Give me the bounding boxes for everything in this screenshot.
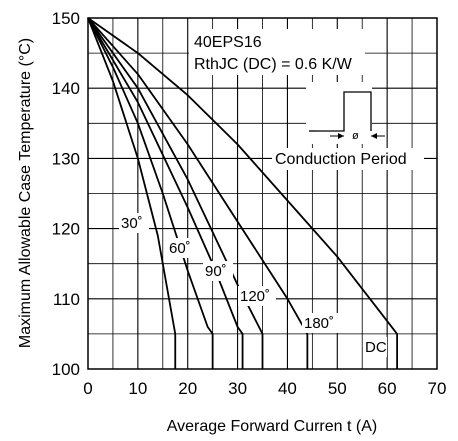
curve-label-background xyxy=(119,213,149,233)
x-tick-label: 20 xyxy=(178,379,197,398)
x-tick-label: 10 xyxy=(128,379,147,398)
y-axis-label: Maximum Allowable Case Temperature (°C) xyxy=(17,38,34,348)
curve-180 xyxy=(87,17,309,369)
curve-label: 60˚ xyxy=(169,240,191,257)
y-tick-label: 130 xyxy=(52,149,80,168)
waveform-pulse xyxy=(318,91,372,132)
x-axis-label: Average Forward Curren t (A) xyxy=(167,418,377,435)
x-tick-label: 40 xyxy=(278,379,297,398)
curve-label-background xyxy=(167,238,197,258)
curve-dc xyxy=(87,17,399,369)
x-tick-label: 30 xyxy=(228,379,247,398)
curve-label: 90˚ xyxy=(205,263,227,280)
curve-label-background xyxy=(238,286,276,306)
x-tick-label: 0 xyxy=(83,379,92,398)
curve-label-background xyxy=(302,313,340,333)
x-tick-label: 60 xyxy=(378,379,397,398)
tick-labels: 0 10 20 30 40 50 60 70 100 110 120 130 140 150 xyxy=(52,9,447,398)
thermal-resistance-label: RthJC (DC) = 0.6 K/W xyxy=(194,56,353,73)
curve-label: DC xyxy=(365,339,387,356)
x-tick-label: 50 xyxy=(328,379,347,398)
waveform-arrowhead-right xyxy=(371,133,377,139)
y-tick-label: 150 xyxy=(52,9,80,28)
waveform-arrowhead-left xyxy=(338,133,344,139)
y-tick-label: 100 xyxy=(52,360,80,379)
curve-label-background xyxy=(363,337,387,357)
curve-label: 120˚ xyxy=(240,288,270,305)
curves xyxy=(87,17,399,369)
waveform-symbol: ø xyxy=(352,130,359,142)
curve-label: 180˚ xyxy=(304,315,334,332)
curve-label: 30˚ xyxy=(121,215,143,232)
conduction-period-label: Conduction Period xyxy=(275,151,407,168)
y-tick-label: 140 xyxy=(52,79,80,98)
curve-30 xyxy=(87,17,177,369)
y-tick-label: 120 xyxy=(52,220,80,239)
x-tick-label: 70 xyxy=(428,379,447,398)
curve-60 xyxy=(87,17,214,369)
waveform-inset: ø xyxy=(306,82,385,144)
curve-label-background xyxy=(203,261,233,281)
curve-labels: 30˚ 60˚ 90˚ 120˚ 180˚ DC xyxy=(119,213,387,357)
annotation-background xyxy=(189,29,365,75)
device-label: 40EPS16 xyxy=(194,34,262,51)
y-tick-label: 110 xyxy=(53,290,80,309)
conduction-label-background xyxy=(272,148,424,170)
curve-120 xyxy=(87,17,264,369)
